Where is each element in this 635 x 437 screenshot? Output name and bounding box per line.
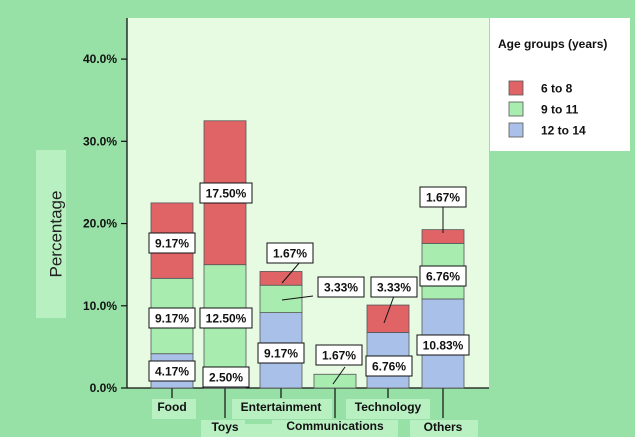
x-tick-label-communications: Communications bbox=[286, 419, 384, 433]
data-label-toys-12-to-14: 2.50% bbox=[209, 371, 243, 385]
y-tick-label: 10.0% bbox=[83, 299, 117, 313]
data-label-food-6-to-8: 9.17% bbox=[155, 237, 189, 251]
data-label-others-9-to-11: 6.76% bbox=[426, 270, 460, 284]
bar-entertainment-6-to-8 bbox=[259, 271, 303, 286]
data-label-box bbox=[419, 265, 467, 287]
data-label-box bbox=[365, 355, 413, 377]
legend-label-12-to-14: 12 to 14 bbox=[541, 124, 586, 138]
data-label-box bbox=[315, 344, 363, 366]
data-label-box bbox=[257, 342, 305, 364]
data-label-box bbox=[416, 334, 470, 356]
data-label-box bbox=[266, 242, 314, 264]
data-label-leader bbox=[281, 295, 314, 301]
data-label-leader bbox=[281, 261, 301, 284]
x-tick-label-entertainment: Entertainment bbox=[241, 400, 322, 414]
x-tick-label-band bbox=[201, 420, 245, 437]
data-label-box bbox=[202, 366, 250, 388]
legend-swatch-12-to-14 bbox=[508, 122, 524, 138]
x-tick-label-toys: Toys bbox=[211, 420, 238, 434]
data-labels-group: 4.17% 9.17% 9.17% 2.50% 12.50% 17.50% 9.17% 3.3… bbox=[148, 182, 470, 388]
x-tick-label-band bbox=[346, 399, 430, 419]
data-label-box bbox=[148, 307, 196, 329]
y-tick-label: 20.0% bbox=[83, 217, 117, 231]
y-tick-label: 30.0% bbox=[83, 134, 117, 148]
data-label-technology-6-to-8: 3.33% bbox=[377, 281, 411, 295]
data-label-others-6-to-8: 1.67% bbox=[426, 191, 460, 205]
y-tick-label: 40.0% bbox=[83, 52, 117, 66]
x-tick-label-band bbox=[232, 399, 332, 419]
y-axis-label: Percentage bbox=[46, 191, 65, 278]
axes: 0.0% 10.0% 20.0% 30.0% 40.0% Food ToysEntertai… bbox=[83, 18, 489, 437]
bar-entertainment-9-to-11 bbox=[259, 284, 303, 314]
x-tick-label-band bbox=[152, 399, 196, 419]
data-label-box bbox=[148, 232, 196, 254]
data-label-entertainment-12-to-14: 9.17% bbox=[264, 347, 298, 361]
x-label-band-extra bbox=[245, 424, 272, 437]
legend-label-9-to-11: 9 to 11 bbox=[541, 103, 579, 117]
data-label-entertainment-6-to-8: 1.67% bbox=[273, 247, 307, 261]
y-tick-label: 0.0% bbox=[90, 381, 118, 395]
data-label-box bbox=[317, 276, 365, 298]
data-label-box bbox=[419, 186, 467, 208]
legend-title: Age groups (years) bbox=[498, 37, 607, 51]
x-tick-label-others: Others bbox=[424, 420, 463, 434]
x-tick-label-band bbox=[410, 420, 478, 437]
legend: Age groups (years) 6 to 8 9 to 11 12 to 14 bbox=[490, 18, 630, 151]
legend-swatch-9-to-11 bbox=[508, 101, 524, 117]
data-label-communications-9-to-11: 1.67% bbox=[322, 349, 356, 363]
data-label-box bbox=[148, 360, 196, 382]
data-label-food-12-to-14: 4.17% bbox=[155, 365, 189, 379]
data-label-leader bbox=[383, 295, 395, 324]
x-tick-label-technology: Technology bbox=[355, 400, 422, 414]
x-tick-label-band bbox=[272, 420, 398, 437]
y-axis-label-band bbox=[36, 150, 66, 318]
legend-swatch-6-to-8 bbox=[508, 80, 524, 96]
bar-technology-6-to-8 bbox=[366, 304, 410, 333]
data-label-toys-6-to-8: 17.50% bbox=[206, 187, 247, 201]
x-tick-label-food: Food bbox=[157, 400, 186, 414]
data-label-food-9-to-11: 9.17% bbox=[155, 312, 189, 326]
data-label-leader bbox=[332, 366, 346, 385]
legend-label-6-to-8: 6 to 8 bbox=[541, 82, 573, 96]
data-label-toys-9-to-11: 12.50% bbox=[206, 312, 247, 326]
data-label-box bbox=[370, 276, 418, 298]
data-label-technology-12-to-14: 6.76% bbox=[372, 360, 406, 374]
data-label-box bbox=[199, 182, 253, 204]
data-label-box bbox=[199, 307, 253, 329]
data-label-entertainment-9-to-11: 3.33% bbox=[324, 281, 358, 295]
data-label-others-12-to-14: 10.83% bbox=[423, 339, 464, 353]
